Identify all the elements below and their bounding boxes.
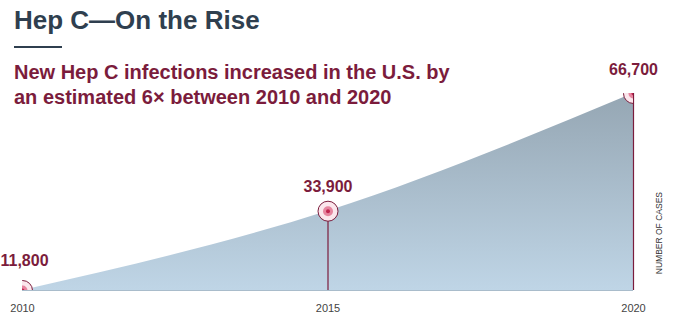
svg-text:33,900: 33,900	[304, 178, 353, 195]
html-text:New Hep C infections increased: New Hep C infections increased in the U.…	[14, 61, 450, 108]
svg-text:2020: 2020	[621, 302, 645, 314]
svg-text:66,700: 66,700	[609, 61, 658, 78]
svg-text:2015: 2015	[316, 302, 340, 314]
html-text:Hep C—On the Rise: Hep C—On the Rise	[14, 5, 260, 35]
svg-text:2010: 2010	[10, 302, 34, 314]
svg-text:11,800: 11,800	[1, 252, 49, 269]
svg-text:NUMBER OF CASES: NUMBER OF CASES	[654, 192, 664, 275]
